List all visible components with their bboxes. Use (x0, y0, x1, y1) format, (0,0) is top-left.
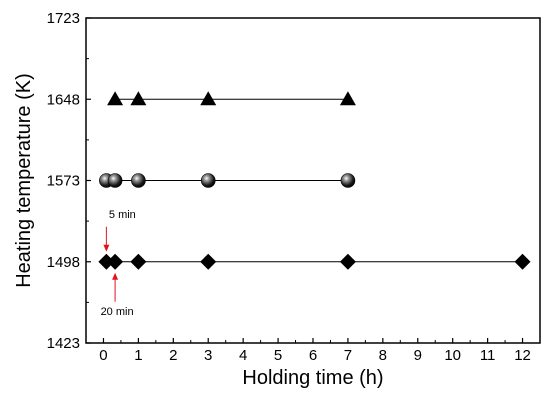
y-tick-label-3: 1648 (47, 91, 80, 108)
sphere-point-2 (131, 173, 146, 188)
x-tick-label-12: 12 (514, 347, 531, 364)
diamond-point-5 (514, 253, 531, 270)
sphere-point-1 (107, 173, 123, 188)
annotation-arrowhead-0 (103, 244, 110, 252)
annotations: 5 min 20 min (101, 209, 136, 318)
annotation-arrowhead-1 (112, 272, 119, 280)
x-tick-label-7: 7 (344, 347, 352, 364)
x-axis-title: Holding time (h) (242, 367, 383, 389)
y-tick-label-4: 1723 (47, 10, 80, 27)
x-tick-label-8: 8 (379, 347, 387, 364)
x-tick-label-9: 9 (414, 347, 422, 364)
diamond-point-2 (130, 253, 147, 270)
triangle-point-0 (107, 91, 124, 106)
triangle-point-3 (339, 91, 356, 106)
x-tick-label-5: 5 (274, 347, 282, 364)
annotation-label-1: 20 min (101, 306, 134, 318)
series-lines (106, 98, 523, 263)
triangle-point-2 (200, 91, 217, 106)
y-axis-title: Heating temperature (K) (13, 73, 35, 288)
y-tick-label-2: 1573 (47, 173, 80, 190)
y-tick-label-1: 1498 (47, 254, 80, 271)
y-tick-label-0: 1423 (47, 335, 80, 352)
diamond-point-3 (200, 253, 217, 270)
sphere-point-3 (200, 173, 216, 188)
annotation-label-0: 5 min (109, 209, 136, 221)
x-tick-label-3: 3 (204, 347, 212, 364)
x-tick-label-4: 4 (239, 347, 247, 364)
series-markers (98, 91, 531, 270)
x-tick-label-11: 11 (480, 347, 496, 364)
x-tick-label-10: 10 (444, 347, 461, 364)
x-tick-label-2: 2 (169, 347, 177, 364)
diamond-point-1 (107, 253, 124, 270)
x-tick-label-1: 1 (134, 347, 142, 364)
triangle-point-1 (130, 91, 147, 106)
x-tick-label-0: 0 (99, 347, 107, 364)
x-tick-label-6: 6 (309, 347, 317, 364)
sphere-point-4 (340, 173, 356, 188)
diamond-point-0 (98, 253, 115, 270)
diamond-point-4 (339, 253, 356, 270)
